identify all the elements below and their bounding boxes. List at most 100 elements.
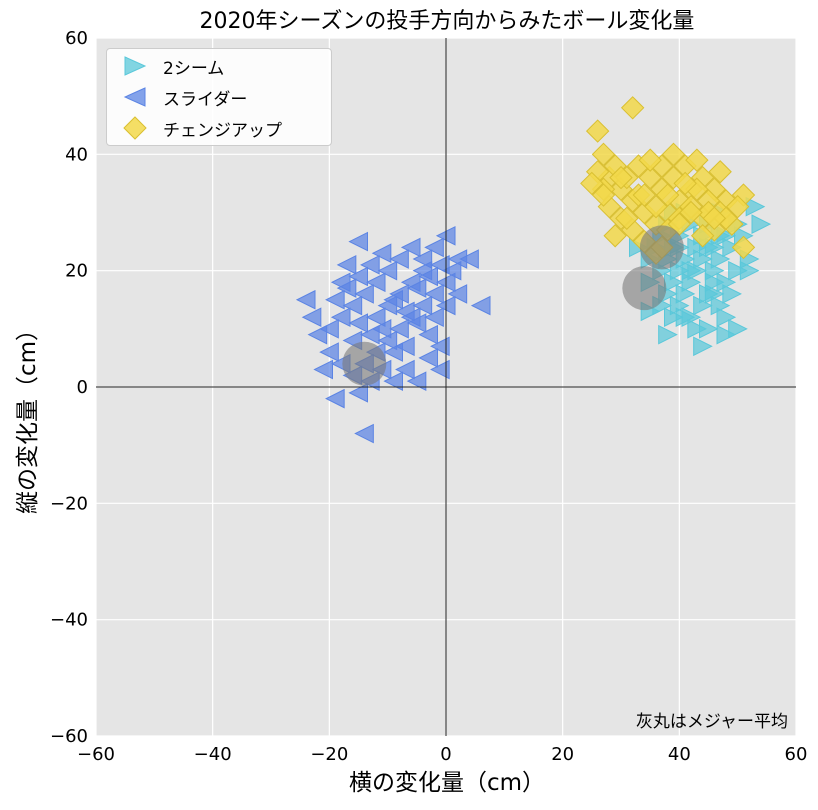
x-tick-label: 40	[668, 744, 691, 765]
data-point-triangle-left	[430, 336, 450, 357]
data-point-diamond	[620, 96, 645, 120]
data-point-triangle-left	[360, 324, 380, 345]
data-point-triangle-left	[418, 324, 438, 345]
data-point-triangle-left	[459, 249, 479, 269]
data-point-triangle-left	[325, 388, 345, 409]
x-tick-label: 60	[785, 744, 808, 765]
data-point-diamond	[632, 183, 657, 207]
data-point-diamond	[731, 235, 756, 260]
triangle-right-icon	[124, 56, 147, 76]
data-point-triangle-left	[377, 260, 398, 281]
data-point-diamond	[673, 171, 697, 196]
data-point-triangle-right	[681, 272, 702, 293]
data-point-triangle-left	[348, 231, 368, 252]
data-point-triangle-right	[687, 237, 707, 258]
data-point-triangle-right	[728, 260, 748, 281]
triangle-left-icon	[123, 87, 146, 107]
data-point-diamond	[638, 165, 662, 190]
data-point-triangle-left	[389, 284, 409, 304]
x-tick-label: −60	[77, 744, 115, 765]
data-point-triangle-right	[716, 307, 737, 328]
data-point-triangle-left	[336, 255, 357, 275]
x-tick-label: −40	[194, 744, 232, 765]
legend-item-slider: スライダー	[107, 82, 247, 112]
data-point-triangle-right	[658, 324, 678, 345]
data-point-diamond	[609, 165, 633, 190]
data-point-diamond	[638, 148, 662, 172]
legend-item-changeup: チェンジアップ	[107, 113, 282, 143]
data-point-triangle-right	[722, 284, 742, 304]
data-point-triangle-left	[389, 319, 409, 339]
data-point-diamond	[655, 183, 680, 207]
data-point-triangle-left	[354, 284, 374, 304]
data-point-triangle-right	[716, 324, 737, 345]
y-tick-label: 20	[65, 261, 88, 282]
y-axis-label: 縦の変化量（cm）	[15, 318, 41, 514]
legend: 2シーム スライダー チェンジアップ	[106, 48, 332, 146]
data-point-triangle-left	[348, 313, 368, 333]
data-point-triangle-left	[406, 278, 427, 298]
y-tick-label: −60	[50, 726, 88, 747]
data-point-diamond	[690, 224, 715, 248]
points-layer	[295, 96, 772, 444]
data-point-triangle-left	[360, 255, 380, 275]
data-point-diamond	[591, 183, 616, 207]
data-point-diamond	[644, 194, 668, 219]
x-tick-label: 20	[551, 744, 574, 765]
y-tick-label: 60	[65, 28, 88, 49]
data-point-diamond	[679, 200, 703, 225]
average-layer	[342, 225, 684, 386]
data-point-triangle-left	[424, 284, 444, 304]
mlb-average-circle	[639, 225, 684, 270]
data-point-triangle-left	[430, 359, 450, 380]
y-tick-label: −20	[50, 493, 88, 514]
data-point-triangle-left	[441, 260, 462, 281]
data-point-diamond	[585, 119, 610, 143]
data-point-triangle-left	[319, 319, 339, 339]
data-point-triangle-left	[365, 307, 386, 328]
axes-layer: −60 −40 −20 0 20 40 60 60 40 20 0 −20 −40 −60	[50, 28, 807, 765]
legend-label: チェンジアップ	[163, 120, 282, 141]
data-point-diamond	[702, 206, 727, 231]
data-point-triangle-left	[395, 359, 415, 380]
mlb-average-circle	[342, 341, 387, 386]
chart-title: 2020年シーズンの投手方向からみたボール変化量	[200, 9, 695, 34]
data-point-triangle-left	[424, 237, 444, 258]
data-point-triangle-left	[348, 383, 368, 403]
data-point-triangle-left	[325, 289, 345, 310]
data-point-triangle-left	[389, 249, 409, 269]
data-point-diamond	[603, 224, 627, 248]
data-point-triangle-left	[342, 295, 363, 316]
data-point-triangle-left	[470, 295, 491, 316]
data-point-triangle-left	[330, 272, 351, 293]
data-point-triangle-left	[395, 336, 415, 357]
data-point-triangle-left	[418, 266, 438, 287]
legend-label: スライダー	[163, 89, 248, 110]
diamond-icon	[123, 116, 147, 140]
data-point-triangle-left	[354, 423, 374, 444]
data-point-triangle-left	[400, 237, 421, 258]
legend-item-2seam: 2シーム	[107, 51, 224, 81]
data-point-diamond	[615, 206, 639, 231]
data-point-triangle-right	[699, 284, 719, 304]
x-axis-label: 横の変化量（cm）	[349, 770, 545, 796]
data-point-triangle-left	[371, 319, 392, 339]
annotation-note: 灰丸はメジャー平均	[635, 712, 788, 732]
mlb-average-circle	[622, 266, 667, 311]
x-tick-label: −20	[310, 744, 348, 765]
data-point-triangle-left	[371, 243, 392, 264]
data-point-diamond	[661, 142, 686, 167]
data-point-diamond	[708, 160, 732, 184]
y-tick-label: −40	[50, 610, 88, 631]
legend-label: 2シーム	[163, 58, 225, 79]
data-point-triangle-right	[693, 336, 713, 357]
data-point-triangle-left	[383, 371, 403, 391]
data-point-triangle-left	[330, 307, 351, 328]
data-point-triangle-left	[406, 371, 427, 391]
data-point-triangle-left	[377, 295, 398, 316]
data-point-triangle-right	[664, 307, 684, 328]
data-point-triangle-left	[412, 295, 433, 316]
data-point-diamond	[591, 142, 616, 167]
